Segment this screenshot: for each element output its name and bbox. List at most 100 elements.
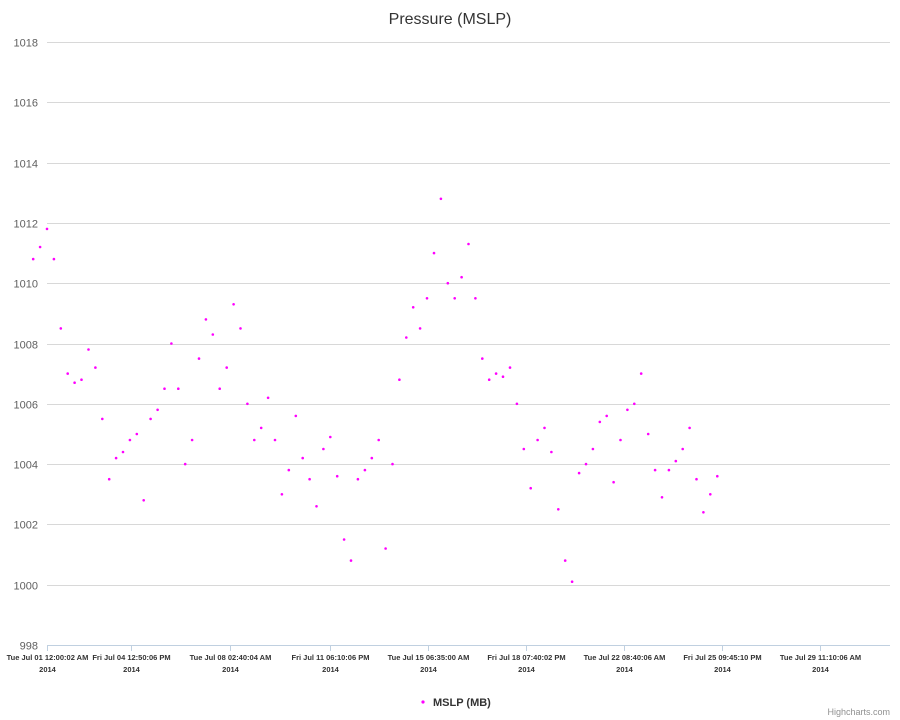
data-point bbox=[584, 462, 588, 466]
data-point bbox=[301, 456, 305, 460]
data-point bbox=[342, 538, 346, 541]
data-point bbox=[709, 493, 712, 496]
chart-title: Pressure (MSLP) bbox=[389, 11, 512, 28]
x-tick-year: 2014 bbox=[420, 665, 438, 674]
x-tick-label: Fri Jul 04 12:50:06 PM bbox=[92, 653, 170, 662]
data-point bbox=[688, 426, 691, 430]
data-point bbox=[633, 402, 636, 406]
data-point bbox=[467, 242, 470, 246]
x-tick-year: 2014 bbox=[39, 665, 57, 674]
data-point bbox=[660, 496, 664, 499]
data-point bbox=[508, 366, 512, 369]
data-point bbox=[557, 508, 560, 511]
data-point bbox=[232, 303, 235, 306]
data-point bbox=[190, 438, 194, 442]
data-point bbox=[253, 438, 256, 442]
data-point bbox=[287, 468, 291, 472]
x-tick-year: 2014 bbox=[812, 665, 830, 674]
x-tick-label: Tue Jul 15 06:35:00 AM bbox=[388, 653, 470, 662]
data-point bbox=[149, 417, 152, 421]
data-point bbox=[38, 245, 42, 249]
data-point bbox=[114, 456, 118, 460]
data-point bbox=[432, 251, 436, 255]
data-point bbox=[639, 372, 643, 375]
data-point bbox=[460, 275, 463, 279]
data-point bbox=[591, 447, 595, 451]
legend-marker bbox=[421, 700, 425, 704]
data-point bbox=[197, 357, 201, 360]
x-tick-label: Tue Jul 22 08:40:06 AM bbox=[584, 653, 666, 662]
data-point bbox=[259, 426, 263, 430]
data-point bbox=[646, 432, 650, 436]
data-point bbox=[681, 447, 684, 451]
y-tick-label: 1014 bbox=[14, 159, 38, 171]
legend-item-mslp[interactable]: MSLP (MB) bbox=[421, 697, 491, 709]
data-point bbox=[59, 327, 63, 330]
data-point bbox=[94, 366, 97, 369]
data-point bbox=[177, 387, 180, 391]
data-point bbox=[204, 318, 208, 321]
data-point bbox=[52, 257, 56, 261]
data-point bbox=[273, 438, 277, 442]
x-tick-label: Tue Jul 29 11:10:06 AM bbox=[780, 653, 861, 662]
data-point bbox=[529, 486, 532, 490]
data-point bbox=[170, 342, 173, 345]
y-tick-label: 1010 bbox=[14, 279, 38, 291]
data-point bbox=[605, 414, 608, 418]
data-point bbox=[87, 348, 90, 351]
data-point bbox=[142, 499, 145, 502]
x-tick-label: Fri Jul 25 09:45:10 PM bbox=[683, 653, 761, 662]
data-point bbox=[356, 477, 360, 481]
x-tick-year: 2014 bbox=[222, 665, 240, 674]
data-point bbox=[612, 480, 615, 484]
data-point bbox=[501, 375, 505, 379]
y-tick-label: 998 bbox=[20, 641, 38, 653]
data-point bbox=[487, 378, 491, 382]
data-point bbox=[439, 197, 443, 201]
data-point bbox=[515, 402, 519, 406]
data-point bbox=[674, 459, 678, 463]
data-point bbox=[653, 468, 657, 472]
data-point bbox=[619, 438, 622, 442]
x-tick-year: 2014 bbox=[123, 665, 141, 674]
y-axis: 998 1000 1002 1004 1006 1008 1010 1012 1014 1016 1… bbox=[14, 38, 38, 653]
data-point bbox=[280, 493, 284, 496]
data-point bbox=[101, 417, 104, 421]
data-point bbox=[163, 387, 166, 391]
data-point bbox=[481, 357, 484, 360]
grid-lines bbox=[47, 42, 890, 646]
y-tick-label: 1002 bbox=[14, 520, 38, 532]
data-point bbox=[183, 462, 187, 466]
data-point bbox=[315, 505, 318, 508]
series-mslp-points bbox=[31, 197, 719, 583]
y-tick-label: 1006 bbox=[14, 400, 38, 412]
data-point bbox=[391, 462, 394, 466]
data-point bbox=[425, 297, 429, 300]
data-point bbox=[536, 438, 539, 442]
data-point bbox=[45, 227, 49, 231]
data-point bbox=[405, 336, 408, 339]
data-point bbox=[474, 297, 477, 300]
y-tick-label: 1008 bbox=[14, 340, 38, 352]
credits-link[interactable]: Highcharts.com bbox=[827, 707, 890, 717]
y-tick-label: 1004 bbox=[14, 460, 38, 472]
data-point bbox=[266, 396, 270, 400]
data-point bbox=[522, 447, 526, 451]
data-point bbox=[550, 450, 553, 454]
data-point bbox=[377, 438, 381, 442]
data-point bbox=[322, 447, 325, 451]
data-point bbox=[398, 378, 401, 382]
data-point bbox=[107, 477, 111, 481]
data-point bbox=[246, 402, 249, 406]
data-point bbox=[294, 414, 298, 418]
data-point bbox=[66, 372, 69, 375]
y-tick-label: 1012 bbox=[14, 219, 38, 231]
data-point bbox=[121, 450, 125, 454]
data-point bbox=[411, 306, 415, 309]
data-point bbox=[80, 378, 83, 382]
x-tick-label: Tue Jul 08 02:40:04 AM bbox=[190, 653, 272, 662]
data-point bbox=[695, 477, 698, 481]
x-tick-label: Tue Jul 01 12:00:02 AM bbox=[7, 653, 89, 662]
